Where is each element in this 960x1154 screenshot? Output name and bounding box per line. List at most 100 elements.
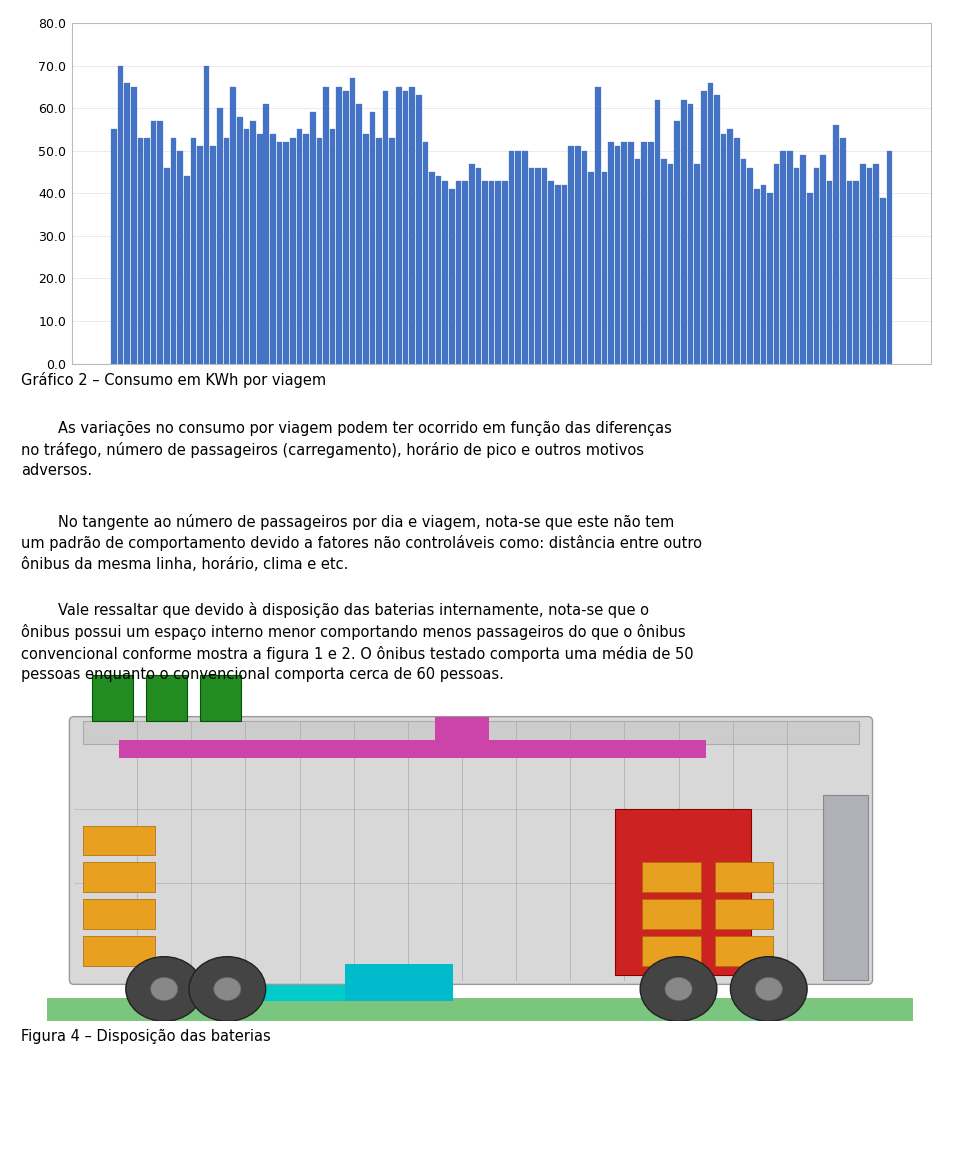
Bar [370,112,375,364]
Bar [833,125,839,364]
Ellipse shape [756,977,782,1001]
Bar [83,899,156,929]
Bar [867,167,873,364]
Bar [807,193,812,364]
Bar [853,180,859,364]
Bar [648,142,654,364]
Bar [336,87,342,364]
Bar [568,147,574,364]
Bar [197,147,203,364]
Bar [728,129,733,364]
Bar [456,180,462,364]
Bar [422,142,428,364]
Bar [886,151,892,364]
Bar [436,177,442,364]
Bar [529,167,535,364]
Bar [118,66,123,364]
Bar [847,180,852,364]
Bar [402,91,408,364]
Bar [390,138,396,364]
Bar [270,134,276,364]
Ellipse shape [126,957,203,1021]
Bar [283,142,289,364]
Text: Gráfico 2 – Consumo em KWh por viagem: Gráfico 2 – Consumo em KWh por viagem [21,372,326,388]
Bar [157,121,163,364]
Bar [131,87,136,364]
Bar [801,155,806,364]
Text: Figura 4 – Disposição das baterias: Figura 4 – Disposição das baterias [21,1029,271,1044]
Bar [468,164,474,364]
Text: Vale ressaltar que devido à disposição das baterias internamente, nota-se que o
: Vale ressaltar que devido à disposição d… [21,602,694,682]
Bar [760,185,766,364]
Bar [83,862,156,892]
Bar [475,167,481,364]
Bar [628,142,634,364]
Bar [661,159,667,364]
Bar [747,167,753,364]
Bar [575,147,581,364]
Bar [675,121,680,364]
Ellipse shape [731,957,807,1021]
Bar [257,134,262,364]
Bar [435,717,489,744]
Bar [324,87,328,364]
Bar [860,164,866,364]
Bar [263,104,269,364]
Bar [794,167,800,364]
Bar [383,91,389,364]
Bar [449,189,455,364]
Bar [516,151,521,364]
Bar [642,899,701,929]
Bar [137,138,143,364]
Bar [191,975,417,1001]
Bar [495,180,501,364]
Bar [694,164,700,364]
Bar [681,99,686,364]
Bar [823,795,868,980]
Bar [642,862,701,892]
Text: No tangente ao número de passageiros por dia e viagem, nota-se que este não tem
: No tangente ao número de passageiros por… [21,514,702,571]
Bar [820,155,826,364]
Bar [602,172,607,364]
Bar [83,721,859,744]
Bar [330,129,335,364]
Bar [217,108,223,364]
Bar [224,138,229,364]
Bar [615,809,751,975]
Bar [443,180,448,364]
Bar [482,180,488,364]
Bar [588,172,594,364]
Bar [191,138,196,364]
Bar [146,675,187,721]
Bar [124,83,130,364]
FancyBboxPatch shape [69,717,873,984]
Bar [276,142,282,364]
Bar [714,936,774,966]
Bar [840,138,846,364]
Bar [548,180,554,364]
Bar [230,87,236,364]
Bar [204,66,209,364]
Bar [489,180,494,364]
Bar [741,159,746,364]
Bar [83,825,156,855]
Bar [210,147,216,364]
Bar [144,138,150,364]
Bar [827,180,832,364]
Bar [363,134,369,364]
Bar [463,180,468,364]
Bar [708,83,713,364]
Bar [721,134,727,364]
Bar [714,899,774,929]
Bar [635,159,640,364]
Bar [608,142,613,364]
Bar [343,91,348,364]
Bar [522,151,528,364]
Bar [151,121,156,364]
Bar [290,138,296,364]
Bar [509,151,515,364]
Bar [614,147,620,364]
Bar [642,936,701,966]
Ellipse shape [214,977,241,1001]
Bar [83,936,156,966]
